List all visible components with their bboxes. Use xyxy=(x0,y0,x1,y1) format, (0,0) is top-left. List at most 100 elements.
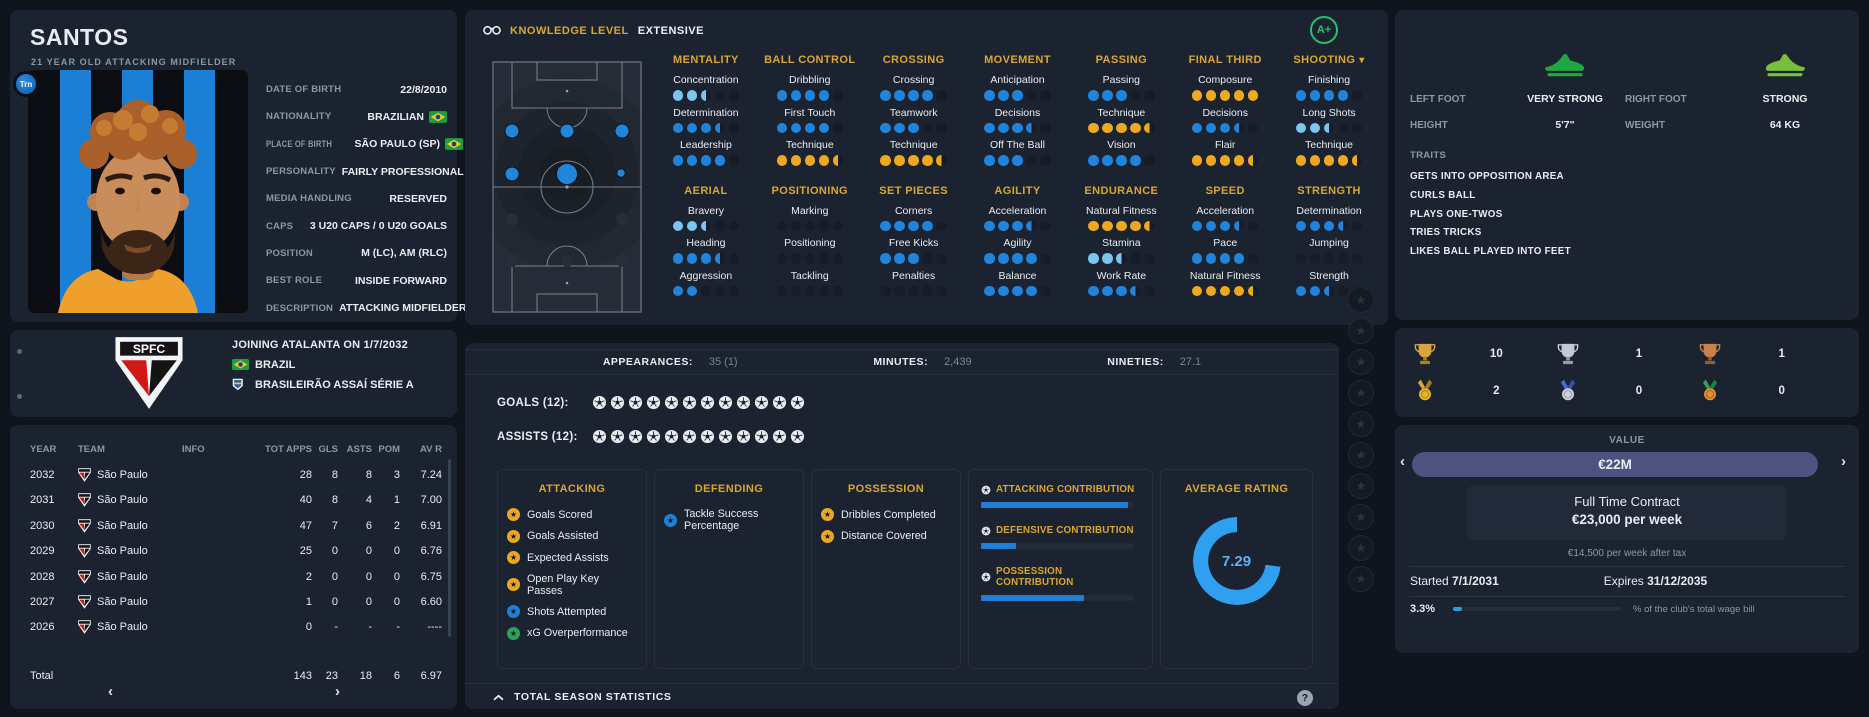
attribute-dot xyxy=(908,90,919,101)
achievement-icon[interactable]: ★ xyxy=(1348,442,1374,468)
attribute-rating xyxy=(1176,285,1274,296)
attribute-name: Agility xyxy=(1003,237,1032,249)
chevron-down-icon[interactable]: ▾ xyxy=(1359,54,1365,66)
attribute-dot xyxy=(1012,122,1023,133)
attribute-name: Passing xyxy=(1102,74,1141,86)
value-pill[interactable]: €22M xyxy=(1412,452,1818,477)
table-row[interactable]: 2026 São Paulo 0- - - ---- xyxy=(30,615,442,640)
attribute-dot xyxy=(998,122,1009,133)
attribute-name: Jumping xyxy=(1309,237,1349,249)
category-title-text: PASSING xyxy=(1095,54,1148,66)
trait-item: TRIES TRICKS xyxy=(1410,227,1482,239)
attribute-name: Crossing xyxy=(892,74,935,86)
attribute-dot xyxy=(1247,253,1259,264)
knowledge-label: KNOWLEDGE LEVEL xyxy=(510,25,629,37)
attribute: Heading xyxy=(657,237,755,264)
attribute-dot xyxy=(1337,285,1349,296)
height-value: 5'7" xyxy=(1555,119,1575,131)
attribute-dot xyxy=(1116,90,1127,101)
attribute-dot xyxy=(1088,155,1099,166)
cell-avr: 6.91 xyxy=(420,519,442,532)
detail-label: DATE OF BIRTH xyxy=(266,84,342,96)
achievement-icon[interactable]: ★ xyxy=(1348,411,1374,437)
detail-label: CAPS xyxy=(266,220,294,232)
detail-value: FAIRLY PROFESSIONAL xyxy=(342,166,464,178)
achievement-icon[interactable]: ★ xyxy=(1348,287,1374,313)
cell-gls: - xyxy=(334,621,338,634)
chevron-right-icon[interactable]: › xyxy=(1841,453,1846,470)
achievement-icon[interactable]: ★ xyxy=(1348,473,1374,499)
table-row[interactable]: 2029 São Paulo 25 0 0 0 6.76 xyxy=(30,539,442,564)
attribute: Finishing xyxy=(1280,74,1378,101)
attribute-name: Tackling xyxy=(790,269,829,282)
attribute-dot xyxy=(818,253,830,264)
attribute-dot xyxy=(908,285,919,296)
table-row[interactable]: 2027 São Paulo 1 0 0 0 6.60 xyxy=(30,589,442,614)
carousel-dot[interactable] xyxy=(17,394,22,399)
table-row[interactable]: 2028 São Paulo 2 0 0 0 6.75 xyxy=(30,564,442,589)
honour-count: 0 xyxy=(1635,384,1643,397)
football-icon xyxy=(682,395,697,410)
achievement-icon[interactable]: ★ xyxy=(1348,318,1374,344)
cell-asts: - xyxy=(368,621,372,634)
attribute-dot xyxy=(1309,285,1321,296)
attribute: Teamwork xyxy=(865,107,963,133)
cell-team: São Paulo xyxy=(78,468,182,482)
attribute-dot xyxy=(728,122,740,133)
team-name: São Paulo xyxy=(97,545,148,558)
attribute-rating xyxy=(969,253,1067,264)
attribute-rating xyxy=(761,220,859,231)
chevron-up-icon[interactable] xyxy=(493,688,504,706)
attribute-rating xyxy=(969,220,1067,231)
category-title-text: FINAL THIRD xyxy=(1188,54,1262,66)
cell-pom: 3 xyxy=(393,469,400,482)
total-apps: 143 xyxy=(293,669,312,682)
achievement-icon[interactable]: ★ xyxy=(1348,504,1374,530)
footer-title: TOTAL SEASON STATISTICS xyxy=(514,690,672,703)
table-row[interactable]: 2030 São Paulo 47 7 6 2 6.91 xyxy=(30,513,442,538)
stat-label: Distance Covered xyxy=(841,530,927,542)
achievement-icon[interactable]: ★ xyxy=(1348,566,1374,592)
player-subtitle: 21 YEAR OLD ATTACKING MIDFIELDER xyxy=(31,57,237,67)
detail-label: POSITION xyxy=(266,247,313,259)
chevron-right-icon[interactable]: › xyxy=(335,683,340,700)
attribute-dot xyxy=(1337,122,1349,133)
attribute-dot xyxy=(790,155,802,166)
attribute-dot xyxy=(728,253,740,264)
attribute-dot xyxy=(1351,122,1363,133)
value-label: VALUE xyxy=(1609,435,1645,446)
attribute-dot xyxy=(1233,155,1245,166)
club-crest-icon xyxy=(78,620,91,635)
attribute-dot xyxy=(1295,90,1307,101)
table-row[interactable]: 2031 São Paulo 40 8 4 1 7.00 xyxy=(30,488,442,513)
football-icon xyxy=(682,429,697,444)
honour-item: 0 xyxy=(1698,373,1841,410)
achievement-icon[interactable]: ★ xyxy=(1348,535,1374,561)
cell-avr: 6.76 xyxy=(420,545,442,558)
attribute-dot xyxy=(1026,285,1037,296)
table-row[interactable]: 2032 São Paulo 28 8 8 3 7.24 xyxy=(30,462,442,487)
cell-team: São Paulo xyxy=(78,544,182,558)
attribute-dot xyxy=(984,253,995,264)
chevron-left-icon[interactable]: ‹ xyxy=(1400,453,1405,470)
football-icon xyxy=(610,395,625,410)
contract-started: Started 7/1/2031 xyxy=(1410,574,1499,588)
club-card: SPFC JOINING ATALANTA ON 1/7/2032 BRAZIL… xyxy=(10,330,457,417)
attribute-rating xyxy=(761,90,859,101)
honour-count: 0 xyxy=(1778,384,1785,397)
training-badge[interactable]: Trn xyxy=(13,71,39,97)
question-icon[interactable]: ? xyxy=(1297,690,1313,706)
attribute-rating xyxy=(1280,122,1378,133)
attribute-rating xyxy=(1176,122,1274,133)
attribute-name: Leadership xyxy=(679,139,732,151)
attribute-dot xyxy=(1144,155,1155,166)
achievement-icon[interactable]: ★ xyxy=(1348,349,1374,375)
star-badge-icon: ★ xyxy=(821,529,834,543)
chevron-left-icon[interactable]: ‹ xyxy=(108,683,113,700)
achievement-icon[interactable]: ★ xyxy=(1348,380,1374,406)
table-scrollbar[interactable] xyxy=(448,459,451,637)
honour-item: 1 xyxy=(1556,336,1699,373)
carousel-dot[interactable] xyxy=(17,349,22,354)
season-footer[interactable]: TOTAL SEASON STATISTICS xyxy=(465,683,1339,709)
trait-item: PLAYS ONE-TWOS xyxy=(1410,208,1503,220)
